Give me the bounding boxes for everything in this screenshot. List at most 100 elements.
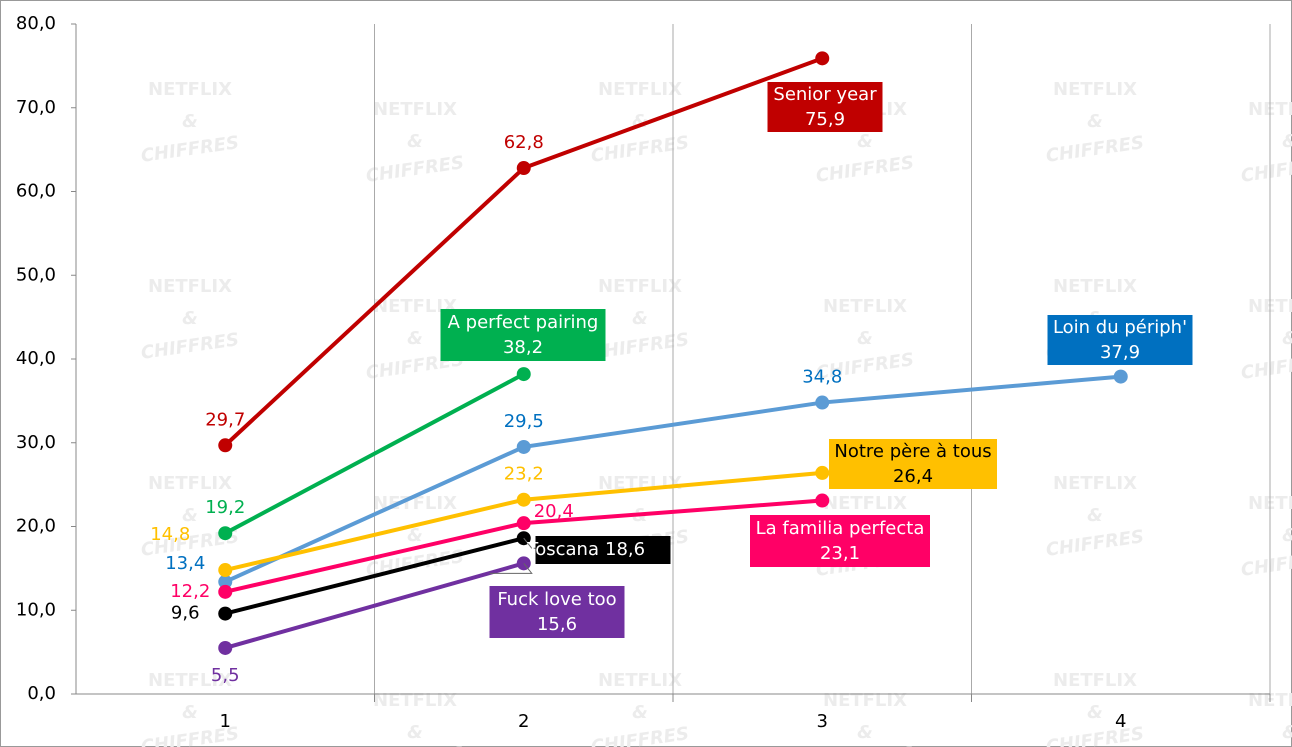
label-box xyxy=(750,515,930,567)
watermark: & xyxy=(182,505,198,526)
data-point xyxy=(218,574,233,589)
data-label: 19,2 xyxy=(205,497,245,518)
label-box xyxy=(1047,315,1193,365)
watermark: & xyxy=(407,131,423,152)
y-tick-label: 70,0 xyxy=(16,97,56,118)
watermark: & xyxy=(1282,722,1292,743)
label-box xyxy=(767,82,883,132)
data-label: 29,5 xyxy=(504,411,544,432)
x-tick-label: 1 xyxy=(220,711,231,732)
watermark: & xyxy=(182,308,198,329)
watermark: NETFLIX xyxy=(148,276,232,297)
watermark: NETFLIX xyxy=(598,276,682,297)
data-point xyxy=(516,492,531,507)
label-name: Senior year xyxy=(773,84,877,105)
watermark: & xyxy=(407,525,423,546)
y-tick-label: 50,0 xyxy=(16,264,56,285)
data-point xyxy=(516,516,531,531)
data-point xyxy=(815,51,830,66)
data-label: 15,6 xyxy=(537,614,577,635)
data-point xyxy=(218,606,233,621)
x-tick-label: 4 xyxy=(1115,711,1126,732)
label-box xyxy=(489,586,625,638)
y-tick-label: 10,0 xyxy=(16,599,56,620)
watermark: & xyxy=(1282,525,1292,546)
data-point xyxy=(516,367,531,382)
watermark: & xyxy=(182,111,198,132)
watermark: NETFLIX xyxy=(1053,79,1137,100)
data-point xyxy=(218,640,233,655)
x-tick-label: 3 xyxy=(817,711,828,732)
x-tick-label: 2 xyxy=(518,711,529,732)
data-point xyxy=(815,465,830,480)
label-name: Fuck love too xyxy=(497,589,616,610)
watermark: NETFLIX xyxy=(823,690,907,711)
y-tick-label: 20,0 xyxy=(16,516,56,537)
watermark: & xyxy=(1087,702,1103,723)
watermarks: NETFLIX&CHIFFRESNETFLIX&CHIFFRESNETFLIX&… xyxy=(140,79,1292,747)
watermark: NETFLIX xyxy=(373,493,457,514)
watermark: & xyxy=(182,702,198,723)
data-label: 34,8 xyxy=(802,367,842,388)
watermark: & xyxy=(857,328,873,349)
watermark: NETFLIX xyxy=(598,79,682,100)
data-label: 5,5 xyxy=(211,665,240,686)
label-name: A perfect pairing xyxy=(448,312,599,333)
label-box xyxy=(535,536,671,564)
data-point xyxy=(218,526,233,541)
watermark: NETFLIX xyxy=(598,670,682,691)
watermark: & xyxy=(1087,111,1103,132)
data-point xyxy=(516,161,531,176)
label-name: Notre père à tous xyxy=(834,441,991,462)
data-label: 37,9 xyxy=(1100,342,1140,363)
y-tick-label: 80,0 xyxy=(16,13,56,34)
watermark: & xyxy=(1087,505,1103,526)
data-point xyxy=(815,395,830,410)
watermark: NETFLIX xyxy=(373,690,457,711)
data-point xyxy=(1113,369,1128,384)
leader-line xyxy=(489,563,533,574)
data-label: 9,6 xyxy=(171,603,200,624)
series-line xyxy=(224,374,1121,584)
y-tick-label: 60,0 xyxy=(16,181,56,202)
data-label: 26,4 xyxy=(893,466,933,487)
watermark: & xyxy=(857,722,873,743)
series-line xyxy=(224,536,525,616)
data-label: 23,1 xyxy=(820,543,860,564)
watermark: & xyxy=(407,722,423,743)
data-point xyxy=(218,563,233,578)
y-tick-label: 0,0 xyxy=(27,683,56,704)
watermark: & xyxy=(407,328,423,349)
watermark: & xyxy=(1282,131,1292,152)
data-point xyxy=(815,493,830,508)
label-box xyxy=(829,439,997,489)
data-label: 62,8 xyxy=(504,132,544,153)
watermark: & xyxy=(857,131,873,152)
data-label: 14,8 xyxy=(150,524,190,545)
watermark: NETFLIX xyxy=(373,296,457,317)
leader-line xyxy=(523,537,536,549)
watermark: NETFLIX xyxy=(823,296,907,317)
watermark: & xyxy=(632,308,648,329)
watermark: NETFLIX xyxy=(1053,276,1137,297)
series-line xyxy=(224,561,525,650)
data-label: 29,7 xyxy=(205,409,245,430)
label-name: La familia perfecta xyxy=(756,518,925,539)
label-name: Loin du périph' xyxy=(1053,317,1187,338)
watermark: & xyxy=(1282,328,1292,349)
data-label: 20,4 xyxy=(534,501,574,522)
watermark: NETFLIX xyxy=(148,473,232,494)
data-label: 12,2 xyxy=(170,581,210,602)
series-line xyxy=(224,372,525,535)
y-tick-label: 30,0 xyxy=(16,432,56,453)
label-box xyxy=(440,309,606,361)
watermark: NETFLIX xyxy=(148,79,232,100)
label-name: Toscana xyxy=(526,539,599,560)
watermark: NETFLIX xyxy=(1053,670,1137,691)
watermark: NETFLIX xyxy=(373,99,457,120)
data-point xyxy=(516,439,531,454)
data-label: 18,6 xyxy=(605,539,645,560)
data-label: 13,4 xyxy=(165,553,205,574)
data-point xyxy=(218,584,233,599)
